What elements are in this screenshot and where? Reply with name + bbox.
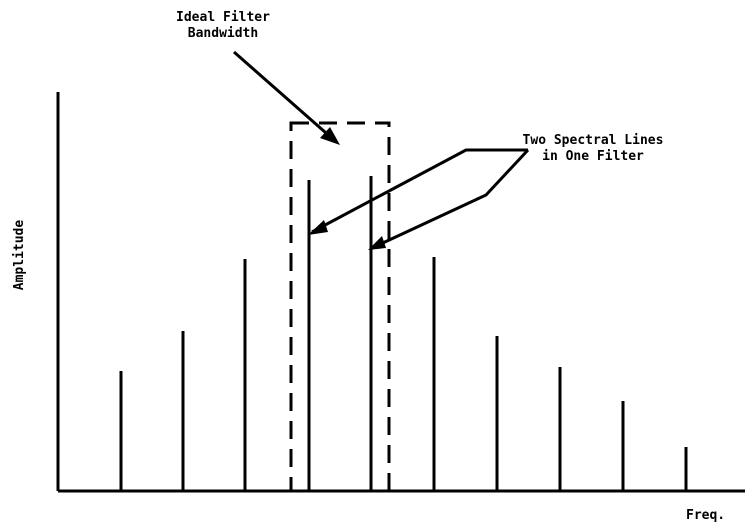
filter-arrow bbox=[233, 50, 335, 142]
filter-label: Ideal Filter Bandwidth bbox=[158, 10, 288, 42]
spectral-lines-label-line1: Two Spectral Lines bbox=[522, 133, 664, 148]
spectral-lines-label: Two Spectral Lines in One Filter bbox=[508, 133, 678, 165]
callout-lower-arrowhead bbox=[368, 236, 386, 250]
filter-bandwidth-box bbox=[289, 121, 391, 493]
callout-upper-arrowhead bbox=[308, 220, 328, 235]
filter-label-line1: Ideal Filter bbox=[176, 10, 270, 25]
filter-arrowhead bbox=[320, 127, 340, 145]
filter-label-line2: Bandwidth bbox=[187, 26, 259, 41]
spectral-lines-label-line2: in One Filter bbox=[542, 149, 644, 164]
callout-upper bbox=[311, 148, 528, 234]
spectral-lines bbox=[119, 176, 688, 491]
callout-lower bbox=[371, 148, 530, 250]
y-axis-label: Amplitude bbox=[12, 219, 27, 291]
x-axis-label: Freq. bbox=[686, 508, 726, 523]
